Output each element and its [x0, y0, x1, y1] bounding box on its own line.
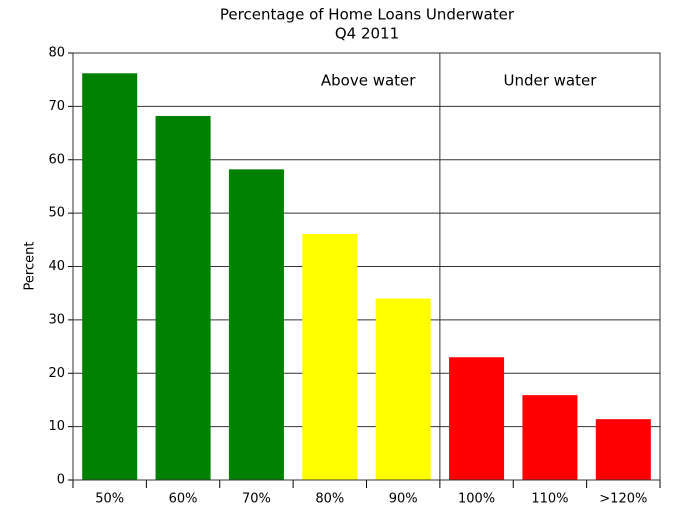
x-tick-label: 90% [389, 492, 418, 507]
x-tick-label: 100% [458, 492, 495, 507]
y-tick-label: 50 [48, 206, 65, 221]
bar [375, 298, 431, 480]
annotation: Under water [503, 72, 597, 90]
bar [228, 169, 284, 481]
y-tick-label: 10 [48, 419, 65, 434]
y-tick-label: 0 [57, 473, 65, 488]
y-tick-label: 80 [48, 46, 65, 61]
y-tick-label: 40 [48, 259, 65, 274]
chart-subtitle: Q4 2011 [335, 25, 399, 43]
y-tick-label: 20 [48, 366, 65, 381]
x-tick-label: >120% [599, 492, 647, 507]
bar [595, 419, 651, 480]
y-tick-label: 30 [48, 312, 65, 327]
y-axis-label: Percent [23, 242, 38, 291]
bar [82, 73, 138, 480]
chart-title: Percentage of Home Loans Underwater [220, 6, 515, 24]
plot-frame [72, 52, 661, 481]
y-tick-label: 70 [48, 99, 65, 114]
y-tick-label: 60 [48, 152, 65, 167]
x-tick-label: 110% [531, 492, 568, 507]
bar [155, 115, 211, 481]
bar [302, 233, 358, 480]
x-tick-label: 80% [315, 492, 344, 507]
bar [449, 357, 505, 480]
x-tick-label: 60% [169, 492, 198, 507]
x-tick-label: 50% [95, 492, 124, 507]
x-tick-label: 70% [242, 492, 271, 507]
bar [522, 395, 578, 480]
annotation: Above water [321, 72, 416, 90]
